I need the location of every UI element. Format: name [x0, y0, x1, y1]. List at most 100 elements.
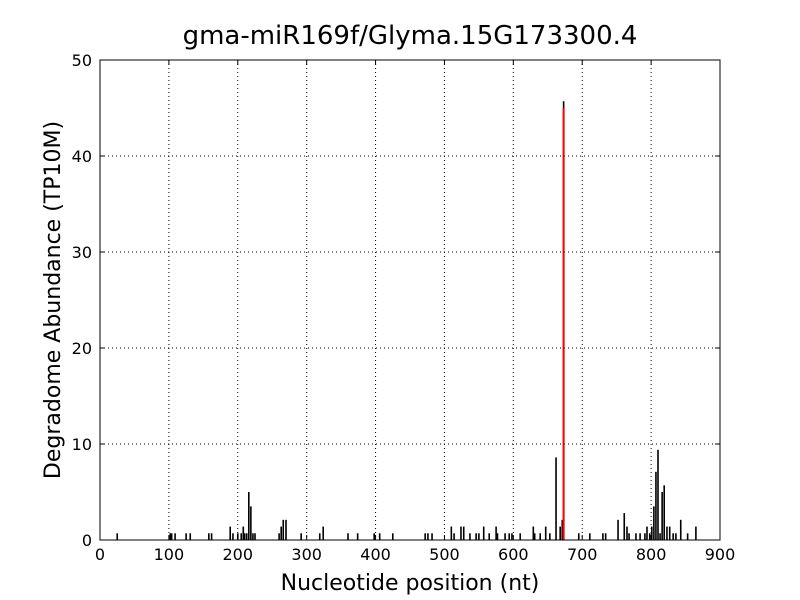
y-axis-label: Degradome Abundance (TP10M) — [41, 121, 66, 479]
bar — [318, 533, 321, 540]
bar — [661, 492, 663, 540]
bar — [635, 533, 637, 540]
bar — [659, 533, 661, 540]
bar — [189, 533, 192, 540]
plot-frame — [99, 59, 721, 541]
bar — [252, 533, 254, 540]
bar — [559, 526, 561, 540]
bar — [242, 526, 245, 540]
bar — [236, 533, 239, 540]
x-axis-label: Nucleotide position (nt) — [281, 571, 540, 596]
bar — [651, 526, 653, 540]
bar — [431, 533, 433, 540]
bar — [475, 533, 477, 540]
bar — [248, 492, 250, 540]
x-tick-label: 700 — [567, 545, 598, 564]
bar — [462, 526, 465, 540]
bar — [391, 533, 394, 540]
bar — [549, 533, 551, 540]
bar — [185, 533, 187, 540]
bar — [663, 485, 665, 540]
bar — [623, 513, 626, 540]
bar — [174, 533, 176, 540]
bar — [427, 533, 429, 540]
y-tick-label: 10 — [72, 435, 92, 454]
bar — [250, 506, 252, 540]
bar — [488, 533, 491, 540]
bar — [653, 506, 655, 540]
bar — [373, 533, 375, 540]
x-tick-label: 400 — [360, 545, 391, 564]
bar — [628, 533, 630, 540]
x-tick-label: 800 — [636, 545, 667, 564]
bar — [539, 533, 541, 540]
bar — [555, 457, 557, 540]
bar — [347, 533, 349, 540]
y-tick-label: 40 — [72, 147, 92, 166]
bar — [639, 533, 641, 540]
x-tick-label: 500 — [429, 545, 460, 564]
bar — [278, 533, 280, 540]
bar — [232, 533, 234, 540]
bar — [229, 526, 231, 540]
bar — [495, 526, 497, 540]
bar — [648, 533, 651, 540]
bar — [508, 533, 510, 540]
x-tick-label: 300 — [291, 545, 322, 564]
bar — [561, 519, 564, 540]
y-tick-label: 50 — [72, 51, 92, 70]
bar — [617, 519, 619, 540]
bar — [300, 533, 302, 540]
bar — [453, 533, 455, 540]
bar — [695, 526, 697, 540]
y-tick-label: 20 — [72, 339, 92, 358]
bar — [675, 533, 677, 540]
bar — [519, 533, 522, 540]
bar — [208, 533, 210, 540]
bar — [450, 526, 453, 540]
bar — [644, 533, 646, 540]
bar — [282, 519, 285, 540]
bar — [245, 533, 248, 540]
x-tick-label: 900 — [705, 545, 736, 564]
bar — [679, 519, 682, 540]
bar — [482, 526, 485, 540]
bar — [116, 533, 119, 540]
bar — [170, 533, 173, 540]
bar — [478, 533, 480, 540]
bar — [460, 526, 462, 540]
bar — [378, 533, 381, 540]
bar — [589, 533, 591, 540]
bar — [504, 533, 506, 540]
bar — [626, 526, 628, 540]
x-tick-label: 200 — [223, 545, 254, 564]
bar — [533, 533, 536, 540]
bar — [604, 533, 607, 540]
x-tick-label: 0 — [95, 545, 105, 564]
bar — [577, 533, 580, 540]
bar — [666, 526, 668, 540]
chart-title: gma-miR169f/Glyma.15G173300.4 — [183, 21, 638, 51]
bar — [544, 526, 547, 540]
bar — [562, 108, 565, 540]
bar — [169, 533, 172, 540]
bar — [602, 533, 604, 540]
x-tick-label: 600 — [498, 545, 529, 564]
bar — [322, 526, 324, 540]
bar — [655, 471, 657, 540]
bar — [210, 533, 213, 540]
bar — [280, 526, 282, 540]
bar — [672, 533, 674, 540]
bar — [668, 526, 671, 540]
bar — [240, 533, 243, 540]
bar — [254, 533, 256, 540]
bar — [646, 526, 648, 540]
x-tick-label: 100 — [154, 545, 185, 564]
bar — [424, 533, 426, 540]
bar — [686, 533, 689, 540]
y-tick-label: 30 — [72, 243, 92, 262]
bar — [356, 533, 359, 540]
bar — [285, 519, 287, 540]
